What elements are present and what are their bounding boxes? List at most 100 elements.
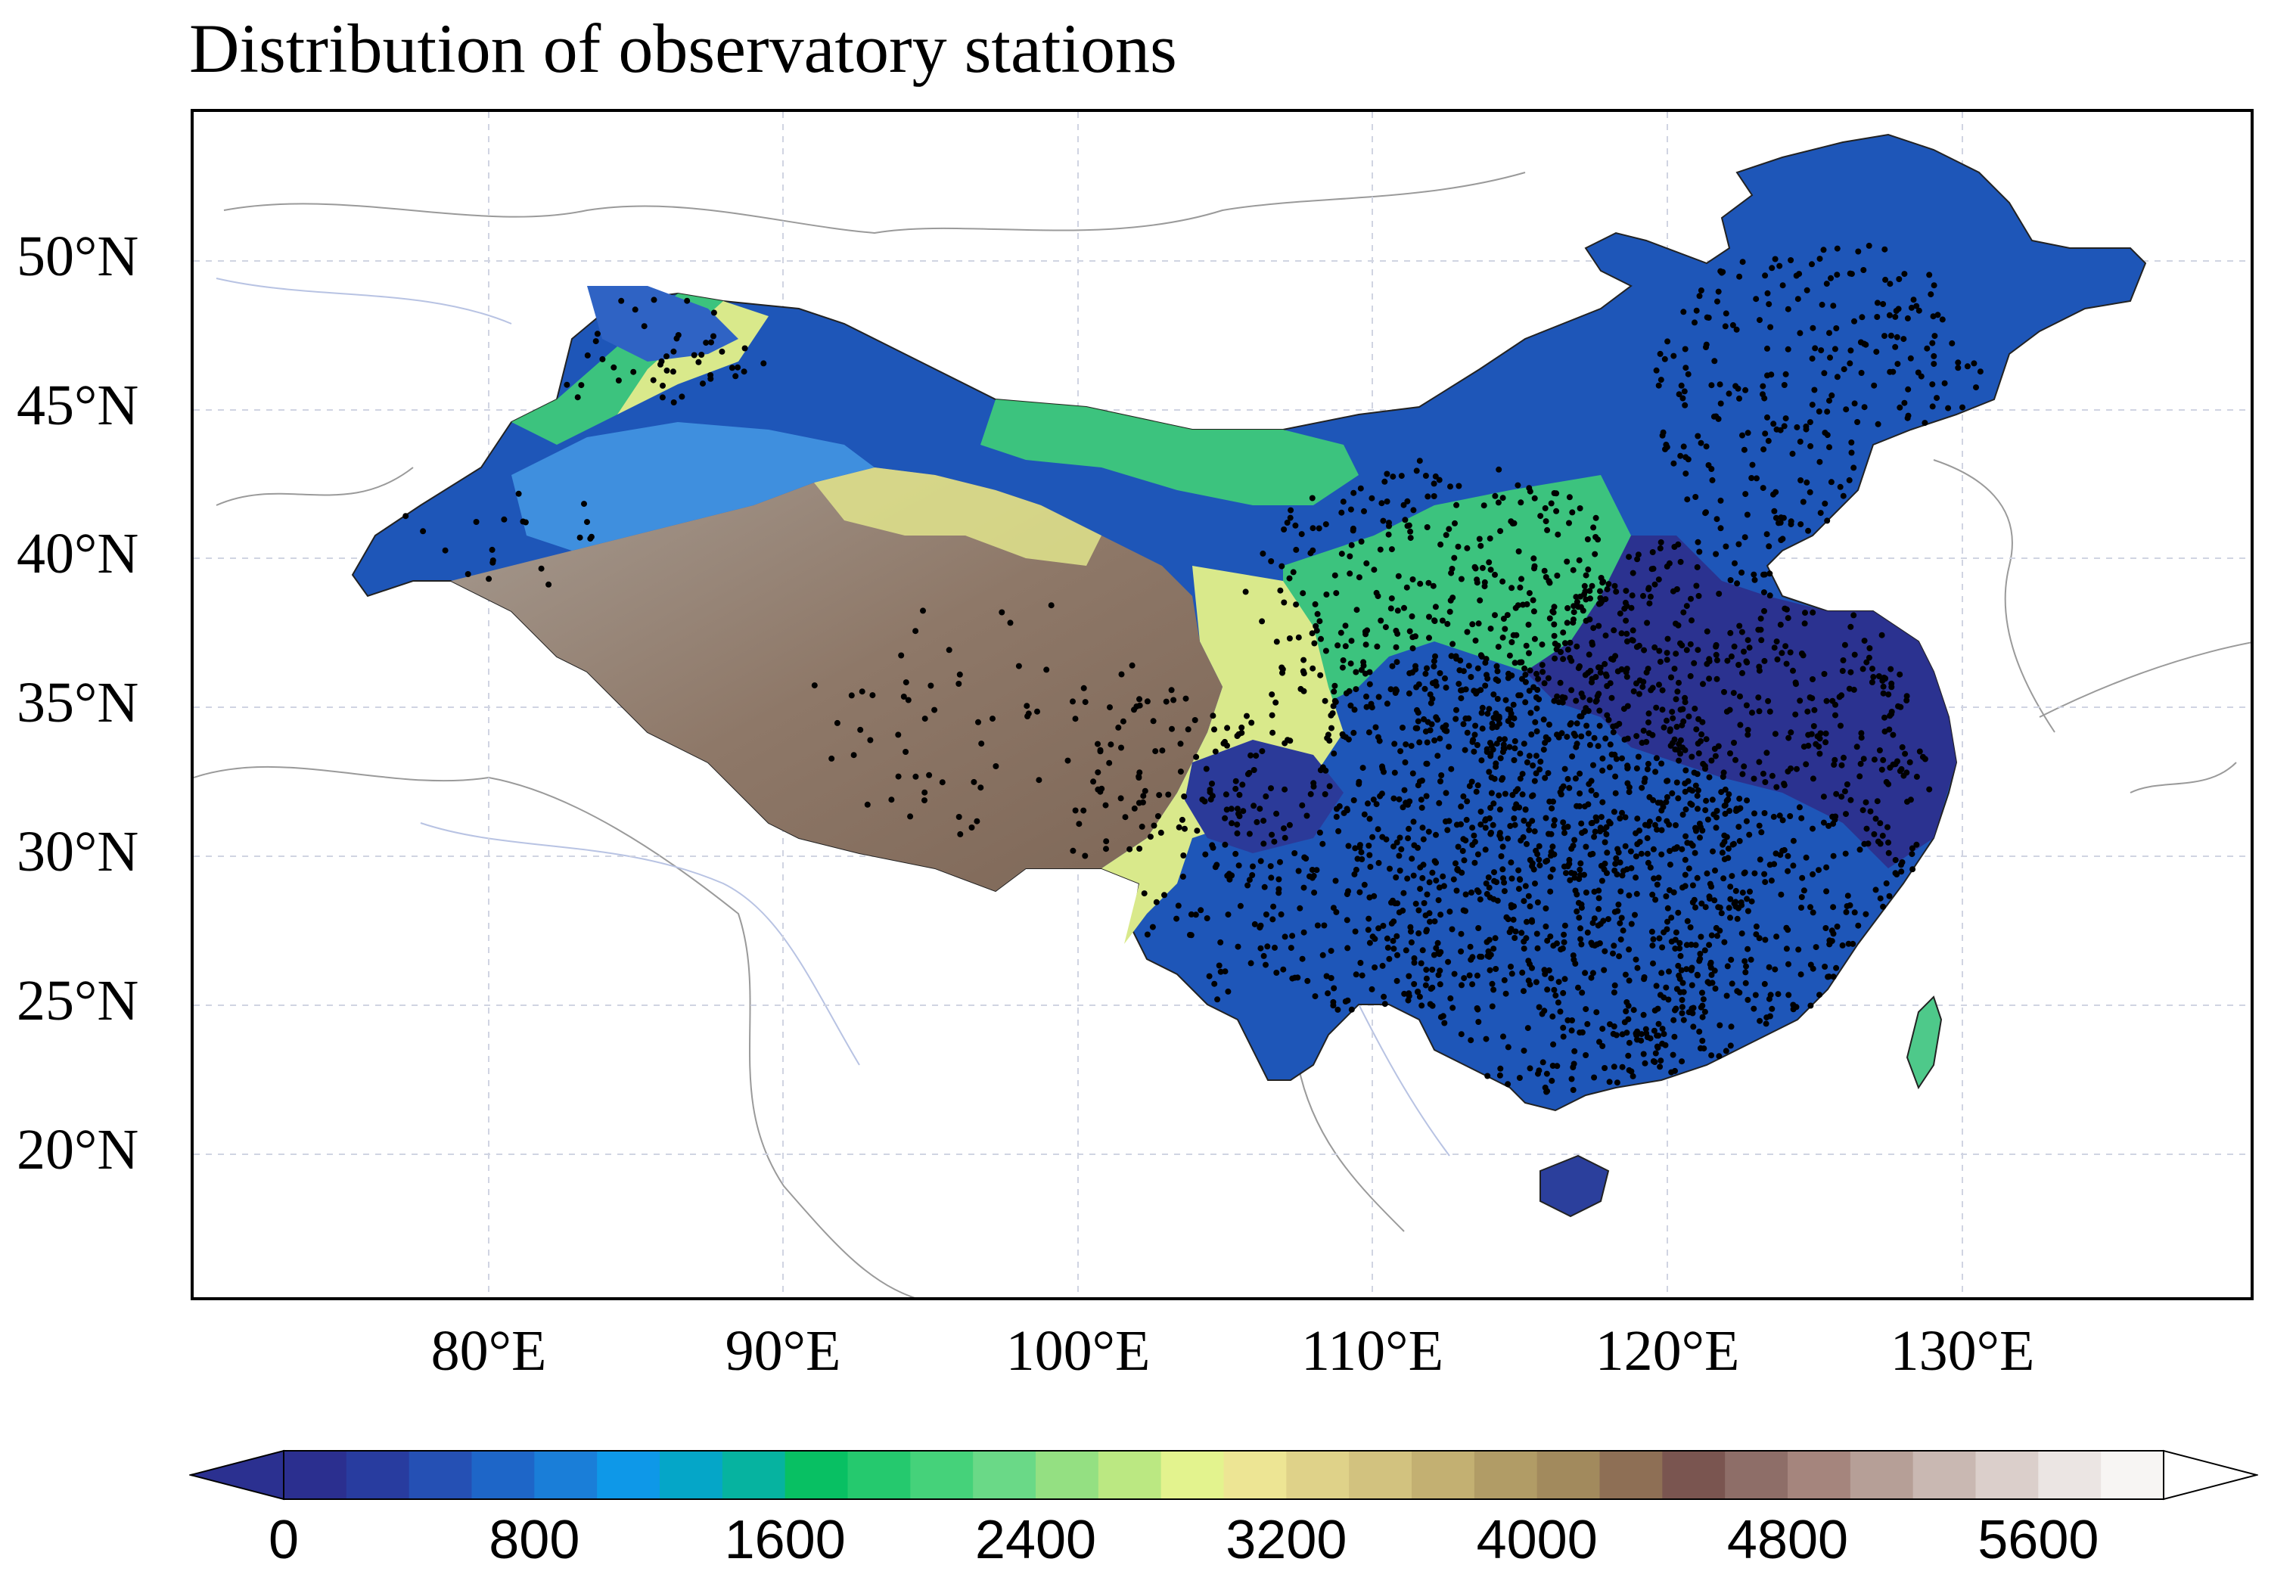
station-marker — [1822, 739, 1829, 746]
station-marker — [1798, 894, 1805, 900]
station-marker — [1118, 744, 1124, 751]
station-marker — [1338, 551, 1345, 557]
station-marker — [1687, 924, 1694, 930]
station-marker — [1579, 989, 1586, 996]
station-marker — [1651, 581, 1658, 588]
station-marker — [1446, 908, 1453, 915]
lon-label-110e: 110°E — [1301, 1319, 1443, 1383]
station-marker — [1658, 851, 1665, 858]
station-marker — [1282, 933, 1288, 940]
station-marker — [1809, 695, 1816, 702]
station-marker — [1411, 842, 1418, 849]
station-marker — [1673, 696, 1679, 703]
station-marker — [1136, 846, 1143, 852]
colorbar-segment — [1725, 1451, 1788, 1499]
station-marker — [1298, 531, 1305, 538]
station-marker — [1518, 576, 1524, 582]
station-marker — [1799, 874, 1806, 881]
station-marker — [1874, 314, 1881, 320]
station-marker — [1517, 750, 1524, 757]
station-marker — [1343, 690, 1350, 697]
station-marker — [1915, 307, 1922, 314]
station-marker — [1527, 1065, 1533, 1072]
station-marker — [1761, 980, 1768, 987]
colorbar-tick-label: 4800 — [1726, 1510, 1849, 1570]
station-marker — [1840, 657, 1847, 663]
station-marker — [1841, 366, 1847, 373]
station-marker — [1680, 1017, 1687, 1023]
station-marker — [1673, 651, 1679, 657]
station-marker — [1591, 834, 1598, 840]
station-marker — [1577, 770, 1583, 777]
station-marker — [1488, 790, 1495, 796]
station-marker — [1396, 852, 1403, 859]
station-marker — [1397, 748, 1404, 755]
station-marker — [1182, 825, 1188, 832]
station-marker — [1095, 741, 1101, 747]
station-marker — [1781, 846, 1788, 853]
station-marker — [1530, 762, 1536, 769]
station-marker — [1645, 760, 1651, 767]
station-marker — [1785, 852, 1791, 859]
station-marker — [1577, 866, 1583, 873]
station-marker — [1602, 632, 1609, 639]
station-marker — [1659, 1026, 1666, 1032]
station-marker — [1723, 543, 1729, 550]
station-marker — [1291, 850, 1298, 856]
station-marker — [1783, 945, 1790, 952]
station-marker — [1525, 893, 1532, 899]
station-marker — [1232, 785, 1239, 792]
station-marker — [1546, 798, 1553, 805]
station-marker — [1344, 945, 1351, 952]
station-marker — [1273, 970, 1280, 976]
station-marker — [1595, 887, 1602, 894]
station-marker — [1486, 936, 1493, 943]
station-marker — [1387, 686, 1394, 693]
station-marker — [1696, 821, 1703, 827]
station-marker — [1558, 730, 1565, 737]
station-marker — [1344, 917, 1350, 924]
station-marker — [1474, 1005, 1480, 1011]
station-marker — [1650, 846, 1657, 852]
station-marker — [1720, 875, 1727, 882]
station-marker — [1537, 513, 1544, 520]
station-marker — [1797, 971, 1804, 978]
station-marker — [1611, 809, 1617, 815]
station-marker — [1468, 890, 1474, 896]
station-marker — [1312, 993, 1319, 1000]
station-marker — [1732, 756, 1738, 763]
station-marker — [1336, 803, 1343, 809]
station-marker — [1432, 604, 1439, 610]
station-marker — [1516, 1075, 1523, 1081]
station-marker — [1286, 635, 1293, 641]
station-marker — [1579, 830, 1586, 837]
station-marker — [1665, 996, 1672, 1003]
station-marker — [1816, 992, 1822, 998]
station-marker — [1153, 899, 1160, 905]
station-marker — [1531, 495, 1538, 501]
station-marker — [1610, 950, 1616, 957]
station-marker — [1680, 309, 1687, 315]
station-marker — [1726, 791, 1732, 798]
station-marker — [1370, 796, 1377, 803]
station-marker — [486, 576, 492, 582]
station-marker — [1414, 725, 1421, 731]
station-marker — [1772, 256, 1779, 262]
station-marker — [1797, 521, 1804, 528]
station-marker — [641, 323, 648, 330]
map-panel[interactable] — [191, 109, 2254, 1300]
station-marker — [1682, 402, 1689, 408]
station-marker — [1498, 853, 1505, 859]
station-marker — [1548, 975, 1555, 982]
station-marker — [1508, 902, 1515, 908]
station-marker — [1866, 654, 1872, 661]
station-marker — [1499, 495, 1506, 501]
station-marker — [1695, 592, 1702, 599]
station-marker — [1732, 887, 1739, 894]
station-marker — [1545, 736, 1552, 743]
station-marker — [1238, 729, 1245, 736]
station-marker — [1880, 690, 1887, 697]
station-marker — [1394, 607, 1401, 614]
station-marker — [1745, 731, 1751, 738]
station-marker — [1909, 851, 1915, 858]
